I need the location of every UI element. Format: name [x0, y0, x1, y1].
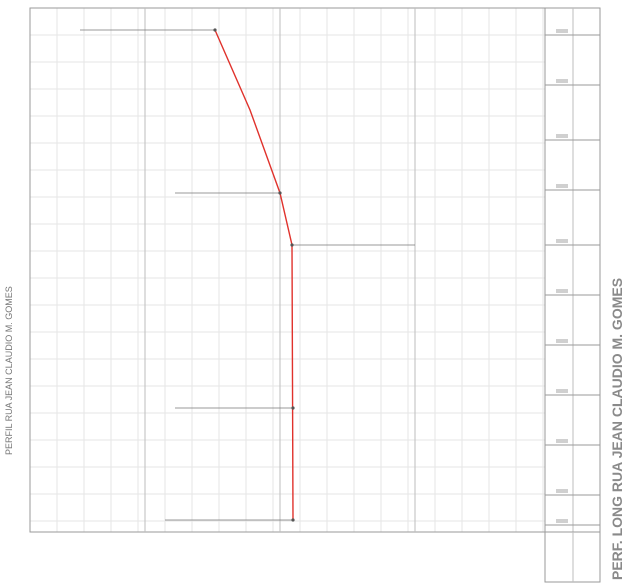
station-label-block: [556, 289, 568, 293]
station-label-block: [556, 239, 568, 243]
station-label-block: [556, 79, 568, 83]
station-label-block: [556, 184, 568, 188]
station-label-block: [556, 389, 568, 393]
station-label-block: [556, 489, 568, 493]
station-label-block: [556, 519, 568, 523]
station-label-block: [556, 439, 568, 443]
vertices: [213, 28, 295, 522]
leader-lines: [80, 29, 415, 521]
station-ticks: [545, 29, 600, 526]
grid: [29, 7, 545, 532]
station-label-block: [556, 339, 568, 343]
station-label-block: [556, 134, 568, 138]
station-label-block: [556, 29, 568, 33]
sheet-title: PERF. LONG RUA JEAN CLAUDIO M. GOMES: [609, 278, 625, 580]
side-title: PERFIL RUA JEAN CLAUDIO M. GOMES: [4, 286, 14, 455]
